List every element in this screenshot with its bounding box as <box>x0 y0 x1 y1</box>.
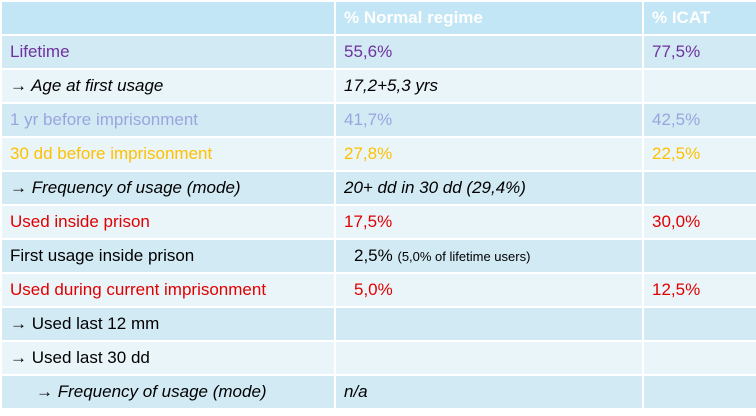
table-row: Lifetime 55,6% 77,5% <box>2 36 756 68</box>
cell-normal: 17,2+5,3 yrs <box>336 70 642 102</box>
cell-normal-value: 2,5% <box>354 246 393 265</box>
row-label-30dd-before: 30 dd before imprisonment <box>2 138 334 170</box>
cell-icat <box>644 342 756 374</box>
row-label-last-30dd: → Used last 30 dd <box>2 342 334 374</box>
header-row: % Normal regime % ICAT <box>2 2 756 34</box>
cell-icat: 22,5% <box>644 138 756 170</box>
table-row: → Frequency of usage (mode) 20+ dd in 30… <box>2 172 756 204</box>
cell-normal: 55,6% <box>336 36 642 68</box>
row-label-last-12mm: → Used last 12 mm <box>2 308 334 340</box>
cell-normal <box>336 342 642 374</box>
cell-icat <box>644 70 756 102</box>
row-label-first-usage-inside: First usage inside prison <box>2 240 334 272</box>
cell-normal: 17,5% <box>336 206 642 238</box>
cell-icat <box>644 172 756 204</box>
cell-normal: 20+ dd in 30 dd (29,4%) <box>336 172 642 204</box>
cell-normal: n/a <box>336 376 642 408</box>
table-row: Used during current imprisonment 5,0% 12… <box>2 274 756 306</box>
table-row: 1 yr before imprisonment 41,7% 42,5% <box>2 104 756 136</box>
row-label-1yr-before: 1 yr before imprisonment <box>2 104 334 136</box>
row-label-used-inside: Used inside prison <box>2 206 334 238</box>
header-empty-cell <box>2 2 334 34</box>
cell-icat: 30,0% <box>644 206 756 238</box>
cell-icat: 42,5% <box>644 104 756 136</box>
table-row: → Used last 12 mm <box>2 308 756 340</box>
header-icat: % ICAT <box>644 2 756 34</box>
row-label-lifetime: Lifetime <box>2 36 334 68</box>
cell-icat <box>644 376 756 408</box>
cell-normal <box>336 308 642 340</box>
row-label-current-imprisonment: Used during current imprisonment <box>2 274 334 306</box>
table-row: → Frequency of usage (mode) n/a <box>2 376 756 408</box>
cell-normal-note: (5,0% of lifetime users) <box>397 249 531 264</box>
cell-icat <box>644 240 756 272</box>
cell-icat <box>644 308 756 340</box>
table-row: → Age at first usage 17,2+5,3 yrs <box>2 70 756 102</box>
header-normal-regime: % Normal regime <box>336 2 642 34</box>
cell-normal: 2,5% (5,0% of lifetime users) <box>336 240 642 272</box>
table-row: 30 dd before imprisonment 27,8% 22,5% <box>2 138 756 170</box>
row-label-frequency-current: → Frequency of usage (mode) <box>2 376 334 408</box>
row-label-frequency: → Frequency of usage (mode) <box>2 172 334 204</box>
table-row: Used inside prison 17,5% 30,0% <box>2 206 756 238</box>
table-row: → Used last 30 dd <box>2 342 756 374</box>
row-label-age-first-usage: → Age at first usage <box>2 70 334 102</box>
cell-normal: 41,7% <box>336 104 642 136</box>
cell-icat: 12,5% <box>644 274 756 306</box>
cell-normal: 5,0% <box>336 274 642 306</box>
cell-normal: 27,8% <box>336 138 642 170</box>
table-row: First usage inside prison 2,5% (5,0% of … <box>2 240 756 272</box>
cell-icat: 77,5% <box>644 36 756 68</box>
